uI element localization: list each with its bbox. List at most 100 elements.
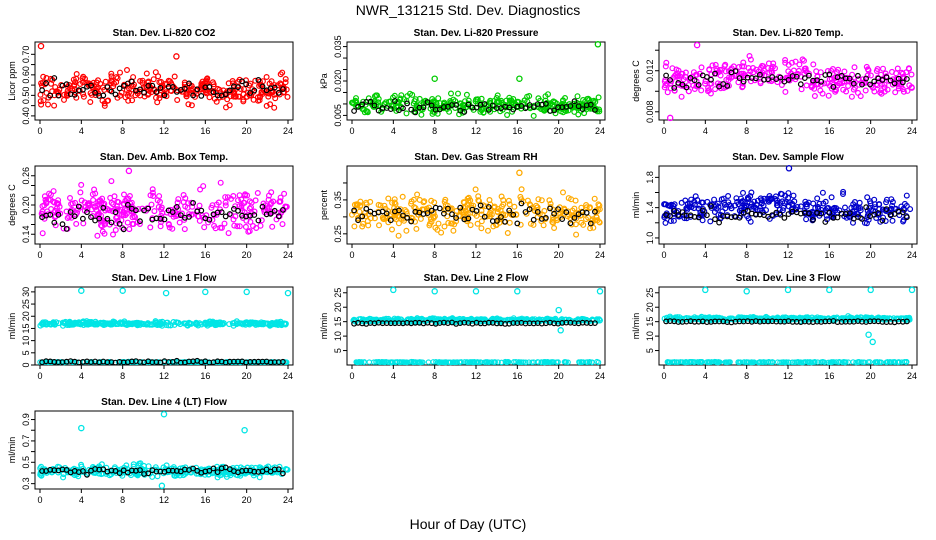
data-point [774,359,781,365]
plot-frame [346,286,606,366]
data-point [42,359,48,365]
data-point [578,219,585,226]
data-point [373,359,379,365]
data-point [893,70,900,77]
hourly-point [355,217,362,224]
data-point [741,204,748,211]
data-point [872,359,878,365]
data-point [170,464,177,471]
panel-title: Stan. Dev. Li-820 CO2 [113,28,216,39]
data-point [227,472,234,479]
hourly-point [88,82,94,89]
data-point [840,188,847,195]
data-point [395,220,402,227]
data-point [391,212,398,219]
data-point [103,205,110,212]
y-axis-label: ml/min [631,192,641,219]
data-point [102,320,109,327]
data-point [748,189,755,196]
data-point [380,359,386,365]
hourly-point [522,105,529,112]
outlier-point [160,410,168,418]
x-tick-label: 8 [744,250,749,260]
y-tick-label: 0.035 [333,35,343,58]
data-point [895,85,902,92]
data-point [892,89,899,96]
hourly-point [43,80,49,87]
data-point [240,91,247,98]
data-point [262,320,269,327]
y-tick-label: 10 [21,336,31,346]
hourly-point [895,75,902,82]
data-point [66,195,73,202]
data-point [123,210,130,217]
outlier-point [865,331,872,338]
data-point [903,359,910,365]
data-point [827,359,833,366]
data-point [691,85,698,92]
data-point [568,196,575,203]
data-point [409,215,416,222]
data-point [409,91,416,98]
data-point [110,201,117,208]
data-point [550,359,556,365]
data-point [165,221,172,228]
hourly-point [457,204,464,211]
data-point [818,359,824,365]
hourly-point [583,209,590,216]
hourly-point [275,89,282,96]
data-point [513,211,520,218]
data-point [498,193,505,200]
data-point [391,196,398,203]
data-point [108,70,115,77]
data-point [450,227,457,234]
series-black [39,75,286,99]
hourly-point [412,109,419,116]
data-point [516,359,523,365]
x-tick-label: 20 [554,250,564,260]
x-tick-label: 8 [432,371,437,381]
y-axis-label: degrees C [631,60,641,102]
x-tick-label: 0 [37,250,42,260]
hourly-point [712,216,718,223]
data-point [780,359,787,365]
data-point [814,203,821,210]
data-point [713,315,720,322]
hourly-point [120,226,127,233]
data-point [111,464,118,471]
data-point [151,208,158,215]
data-point [722,68,729,75]
data-point [796,61,803,68]
data-point [371,359,377,365]
data-point [200,183,207,190]
series-black [663,318,910,326]
hourly-point [194,86,201,93]
data-point [682,69,689,76]
hourly-point [63,81,70,88]
data-point [281,88,288,95]
data-point [376,222,383,229]
data-point [222,202,229,209]
data-point [396,317,403,324]
hourly-point [71,213,78,220]
data-point [735,63,742,70]
data-point [457,359,463,366]
hourly-point [112,209,119,216]
data-point [904,87,911,94]
data-point [154,473,161,480]
series-colored [349,169,603,239]
outlier-point [514,288,521,295]
x-tick-label: 24 [595,250,605,260]
data-point [526,92,533,99]
y-tick-label: 10 [333,331,343,341]
hourly-point [116,470,123,477]
data-point [366,359,373,365]
hourly-point [904,214,910,221]
data-point [573,231,580,238]
data-point [728,315,735,322]
data-point [879,65,886,72]
x-tick-label: 12 [471,371,481,381]
data-point [810,200,817,207]
x-tick-label: 16 [512,371,522,381]
data-point [431,199,438,206]
